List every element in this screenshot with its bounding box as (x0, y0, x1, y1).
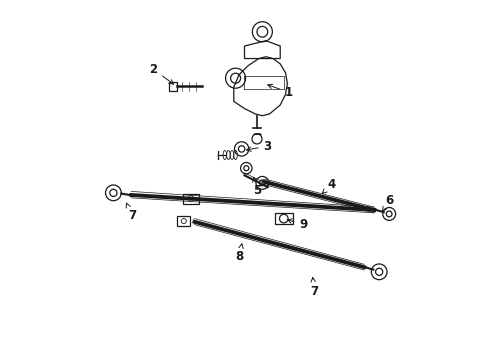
Text: 7: 7 (309, 278, 318, 298)
Text: 8: 8 (235, 244, 243, 263)
Text: 3: 3 (246, 140, 271, 153)
Text: 9: 9 (287, 218, 307, 231)
Text: 6: 6 (382, 194, 392, 211)
Text: 7: 7 (126, 203, 136, 222)
Text: 4: 4 (322, 178, 335, 193)
Text: 2: 2 (149, 63, 173, 84)
Text: 1: 1 (267, 84, 293, 99)
Text: 5: 5 (252, 177, 261, 197)
